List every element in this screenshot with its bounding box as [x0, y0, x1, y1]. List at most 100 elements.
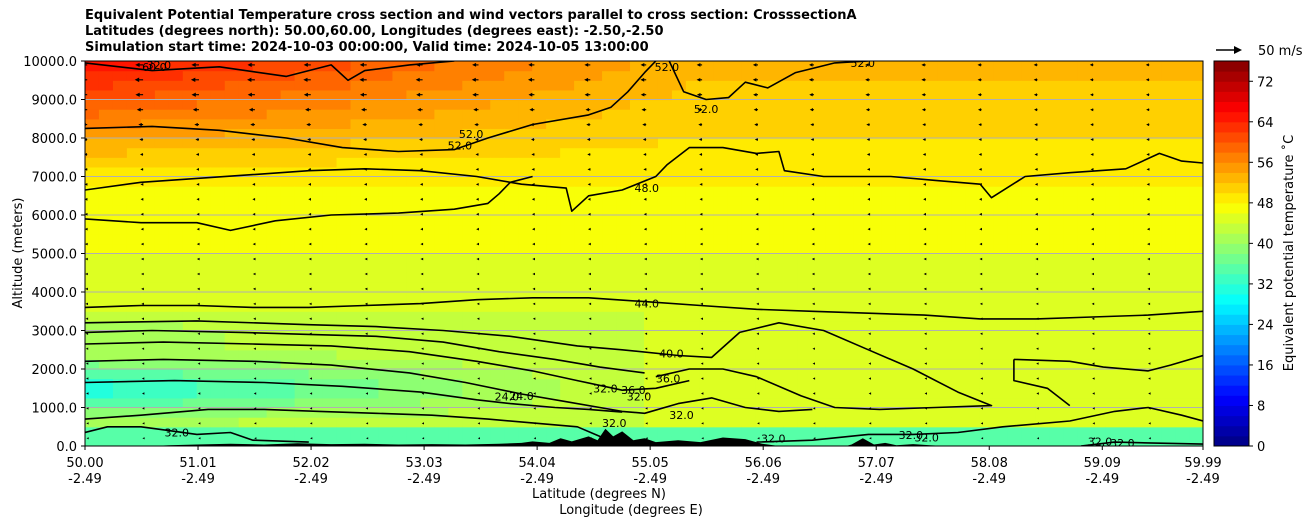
wind-vector-head	[1091, 227, 1094, 231]
field-cell	[881, 397, 897, 409]
contour-label: 36.0	[656, 373, 681, 386]
field-cell	[154, 89, 170, 101]
field-cell	[811, 89, 827, 101]
field-cell	[881, 272, 897, 283]
field-cell	[308, 118, 324, 129]
field-cell	[546, 205, 561, 216]
field-cell	[406, 263, 421, 274]
contour-label: 32.0	[669, 409, 694, 422]
field-cell	[867, 253, 883, 264]
wind-vector-head	[364, 227, 368, 231]
field-cell	[713, 417, 729, 428]
field-cell	[224, 138, 240, 149]
field-cell	[406, 407, 421, 418]
field-cell	[825, 243, 841, 255]
field-cell	[140, 340, 156, 351]
field-cell	[1007, 378, 1022, 389]
field-cell	[909, 378, 925, 389]
field-cell	[951, 243, 967, 255]
field-cell	[560, 388, 575, 399]
field-cell	[588, 195, 603, 206]
field-cell	[490, 138, 505, 149]
field-cell	[308, 176, 324, 187]
field-cell	[588, 70, 603, 81]
field-cell	[1105, 61, 1120, 72]
wind-vector-head	[252, 227, 256, 231]
wind-vector-head	[247, 62, 252, 67]
field-cell	[420, 426, 435, 437]
field-cell	[476, 349, 491, 360]
field-cell	[378, 215, 394, 226]
wind-vector-head	[142, 422, 145, 425]
wind-vector-head	[529, 107, 533, 112]
wind-vector-head	[1035, 287, 1039, 291]
field-cell	[434, 99, 449, 110]
field-cell	[238, 330, 254, 341]
field-cell	[98, 166, 114, 178]
field-cell	[1063, 436, 1078, 446]
field-cell	[895, 147, 911, 158]
field-cell	[182, 166, 198, 178]
field-cell	[825, 426, 841, 437]
field-cell	[378, 359, 394, 370]
field-cell	[1091, 186, 1106, 197]
field-cell	[909, 272, 925, 283]
field-cell	[755, 378, 771, 389]
field-cell	[532, 388, 547, 399]
field-cell	[1175, 138, 1190, 149]
field-cell	[616, 157, 631, 168]
field-cell	[825, 349, 841, 360]
field-cell	[462, 205, 477, 216]
colorbar-segment	[1214, 91, 1249, 103]
field-cell	[895, 109, 911, 120]
field-cell	[881, 234, 897, 245]
field-cell	[671, 301, 687, 312]
field-cell	[420, 301, 435, 312]
field-cell	[1049, 243, 1064, 255]
field-cell	[476, 215, 491, 226]
field-cell	[965, 109, 980, 120]
field-cell	[182, 369, 198, 380]
field-cell	[895, 388, 911, 399]
field-cell	[783, 176, 799, 187]
field-cell	[979, 224, 994, 235]
field-cell	[727, 118, 743, 129]
field-cell	[713, 253, 729, 264]
field-cell	[574, 109, 589, 120]
wind-vector-head	[365, 392, 368, 395]
field-cell	[406, 109, 421, 120]
field-cell	[168, 272, 184, 283]
field-cell	[308, 70, 324, 81]
field-cell	[336, 311, 352, 322]
field-cell	[797, 157, 813, 168]
field-cell	[462, 301, 477, 312]
field-cell	[210, 369, 226, 380]
field-cell	[741, 205, 757, 216]
field-cell	[630, 359, 645, 370]
field-cell	[1063, 388, 1078, 399]
wind-vector-head	[421, 362, 424, 365]
field-cell	[168, 147, 184, 158]
field-cell	[140, 388, 156, 399]
field-cell	[392, 224, 408, 235]
field-cell	[1091, 157, 1106, 168]
field-cell	[266, 407, 282, 418]
field-cell	[210, 147, 226, 158]
wind-vector-head	[85, 183, 88, 186]
field-cell	[741, 397, 757, 409]
field-cell	[909, 99, 925, 110]
field-cell	[85, 89, 100, 101]
wind-vector-head	[979, 272, 983, 276]
field-cell	[825, 224, 841, 235]
field-cell	[1007, 186, 1022, 197]
field-cell	[979, 157, 994, 168]
field-cell	[965, 147, 980, 158]
field-cell	[532, 359, 547, 370]
field-cell	[755, 205, 771, 216]
field-cell	[462, 253, 477, 264]
wind-vector-head	[1036, 362, 1039, 365]
field-cell	[126, 272, 142, 283]
field-cell	[713, 397, 729, 409]
field-cell	[154, 195, 170, 206]
field-cell	[727, 176, 743, 187]
